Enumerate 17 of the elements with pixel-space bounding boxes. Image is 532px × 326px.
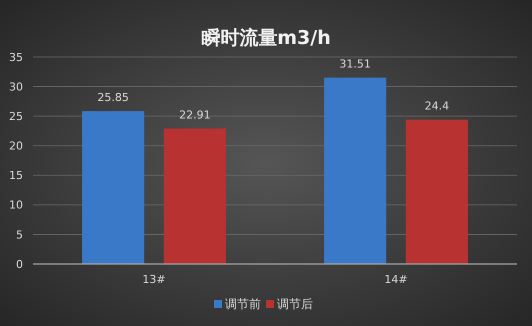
y-tick-label: 0 [16,258,23,271]
y-tick-label: 25 [9,110,23,123]
y-tick-label: 5 [16,228,23,242]
x-tick-label: 14# [384,273,408,286]
chart-title: 瞬时流量m3/h [201,27,331,49]
data-label: 22.91 [179,108,211,122]
data-label: 24.4 [424,100,450,113]
y-tick-label: 20 [9,140,23,153]
y-tick-label: 35 [9,50,23,64]
data-label: 25.85 [97,91,129,104]
y-tick-label: 10 [9,198,23,212]
y-tick-label: 30 [9,80,23,94]
x-tick-label: 13# [142,273,166,286]
legend-label: 调节后 [277,297,313,312]
data-label: 31.51 [339,58,371,71]
legend-label: 调节前 [225,297,261,312]
y-tick-label: 15 [9,169,23,182]
